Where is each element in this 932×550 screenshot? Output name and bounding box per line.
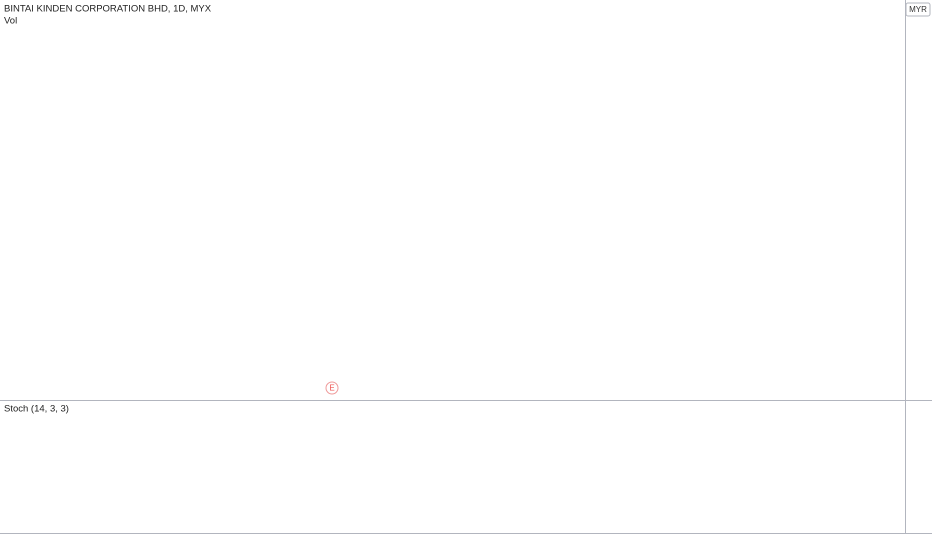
chart-title: BINTAI KINDEN CORPORATION BHD, 1D, MYX (4, 4, 212, 15)
volume-label: Vol (4, 16, 17, 27)
earnings-marker-circle[interactable] (325, 381, 339, 395)
stoch-title: Stoch (14, 3, 3) (4, 404, 69, 415)
earnings-marker: E (329, 384, 334, 393)
currency: MYR (909, 5, 927, 14)
currency-box[interactable] (905, 2, 931, 17)
